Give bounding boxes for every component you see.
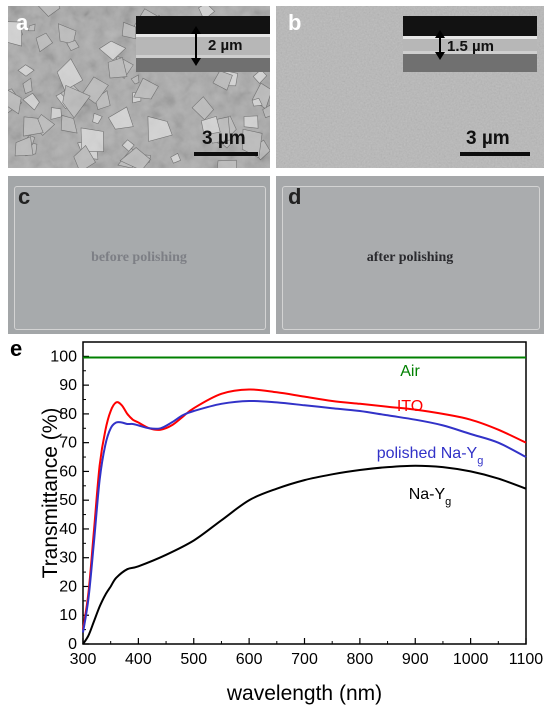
crystal-facet [251, 97, 263, 107]
annotation-polished-na-yg: polished Na-Yg [377, 445, 484, 467]
crystal-facet [38, 6, 61, 17]
panel-label-b: b [288, 10, 302, 35]
sample-plate-d [282, 186, 540, 330]
photo-panel-d: d after polishing [276, 176, 544, 334]
crystal-facet [60, 115, 78, 134]
cross-section-inset-a: 2 µm [136, 16, 270, 72]
y-tick-label: 20 [59, 578, 77, 595]
crystal-facet [130, 74, 140, 85]
x-tick-label: 500 [180, 651, 207, 668]
crystal-facet [119, 147, 151, 168]
crystal-facet [35, 32, 54, 53]
x-tick-label: 1100 [509, 651, 544, 668]
x-tick-label: 600 [236, 651, 263, 668]
y-tick-label: 100 [50, 348, 77, 365]
double-arrow-icon [435, 30, 445, 60]
series-line-polished-na-yg [82, 399, 527, 633]
crystal-facet [23, 116, 44, 137]
sample-plate-c [14, 186, 266, 330]
double-arrow-icon [191, 26, 201, 66]
sem-panel-a: a 2 µm 3 µm [8, 6, 270, 168]
crystal-facet [98, 40, 127, 61]
panel-label-d: d [288, 184, 302, 209]
transmittance-chart: e 300 400 500 600 700 800 900 1000 1100 0 10 20 30 40 5… [10, 336, 544, 705]
crystal-facet [133, 77, 159, 100]
series-line-na-yg [82, 464, 527, 645]
crystal-facet [14, 136, 34, 157]
series-line-ito [82, 388, 527, 630]
crystal-facet [8, 89, 22, 115]
crystal-facet [191, 96, 214, 121]
scale-bar-b [460, 152, 530, 156]
y-tick-label: 50 [59, 492, 77, 509]
x-tick-label: 700 [291, 651, 318, 668]
photo-panel-c: c before polishing [8, 176, 270, 334]
crystal-facet [22, 92, 40, 111]
y-tick-label: 0 [68, 636, 77, 653]
crystal-facet [217, 159, 237, 168]
scale-label-b: 3 µm [466, 128, 510, 149]
scale-label-a: 3 µm [202, 128, 246, 149]
crystal-facet [22, 77, 33, 95]
crystal-facet [170, 152, 181, 164]
panel-label-c: c [18, 184, 31, 209]
y-tick-label: 70 [59, 435, 77, 452]
x-tick-label: 300 [70, 651, 97, 668]
x-tick-label: 900 [402, 651, 429, 668]
crystal-facet [212, 70, 233, 91]
crystal-facet [107, 57, 128, 79]
y-tick-label: 60 [59, 463, 77, 480]
y-tick-label: 30 [59, 550, 77, 567]
annotation-na-yg: Na-Yg [409, 486, 452, 508]
y-tick-label: 10 [59, 607, 77, 624]
x-axis-label: wavelength (nm) [226, 682, 382, 705]
film-thickness-a: 2 µm [208, 37, 243, 54]
annotation-ito: ITO [397, 398, 423, 415]
caption-before-polishing: before polishing [91, 250, 187, 265]
panel-label-a: a [16, 10, 29, 35]
y-tick-label: 90 [59, 377, 77, 394]
annotation-air: Air [400, 363, 420, 380]
scale-bar-a [194, 152, 258, 156]
cross-section-inset-b: 1.5 µm [403, 16, 537, 72]
crystal-facet [92, 112, 103, 125]
crystal-facet [147, 116, 173, 142]
x-tick-label: 400 [125, 651, 152, 668]
y-axis-label: Transmittance (%) [39, 408, 62, 579]
y-tick-label: 80 [59, 406, 77, 423]
crystal-facet [27, 23, 36, 32]
crystal-facet [62, 84, 91, 119]
crystal-facet [8, 21, 22, 47]
panel-label-e: e [10, 336, 22, 361]
crystal-facet [200, 116, 221, 136]
sem-panel-b: b 1.5 µm 3 µm [276, 6, 544, 168]
crystal-facet [57, 23, 77, 45]
film-thickness-b: 1.5 µm [447, 38, 494, 55]
crystal-facet [80, 127, 104, 153]
y-tick-label: 40 [59, 521, 77, 538]
x-tick-label: 800 [347, 651, 374, 668]
crystal-facet [66, 40, 80, 51]
caption-after-polishing: after polishing [366, 250, 454, 265]
crystal-facet [17, 64, 35, 77]
crystal-facet [262, 104, 270, 119]
crystal-facet [108, 106, 134, 130]
crystal-facet [50, 107, 62, 120]
crystal-facet [243, 115, 259, 129]
crystal-facet [73, 145, 96, 168]
crystal-facet [121, 21, 137, 40]
plot-frame [82, 341, 527, 645]
crystal-facet [56, 58, 84, 91]
x-tick-label: 1000 [453, 651, 489, 668]
